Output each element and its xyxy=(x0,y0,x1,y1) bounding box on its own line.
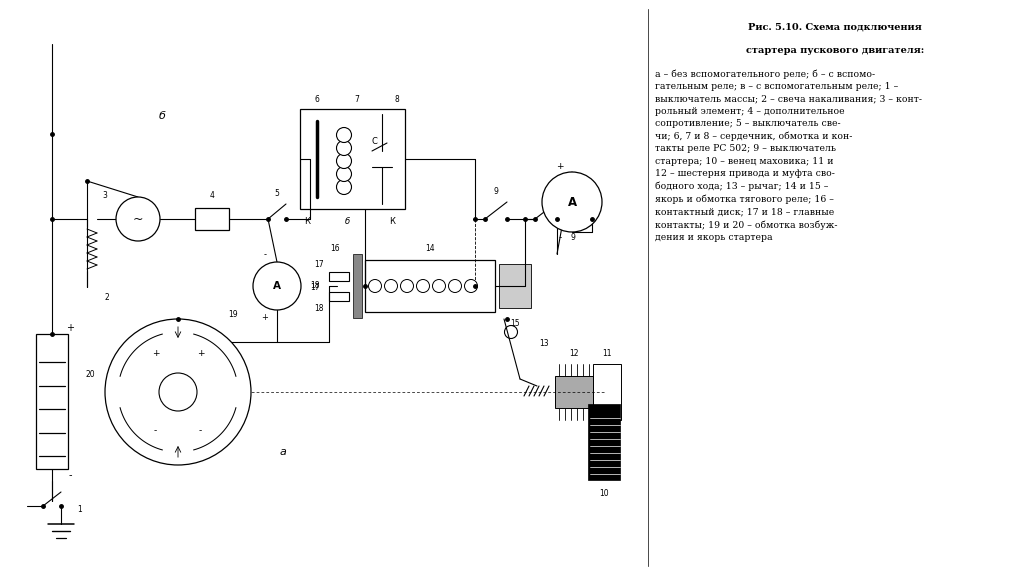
Text: 18: 18 xyxy=(310,281,319,289)
Text: Рис. 5.10. Схема подключения: Рис. 5.10. Схема подключения xyxy=(749,22,922,31)
Text: -: - xyxy=(263,250,266,259)
Text: 5: 5 xyxy=(274,188,280,197)
Bar xyxy=(352,254,361,318)
Circle shape xyxy=(369,280,382,293)
Text: 3: 3 xyxy=(102,191,108,200)
Bar xyxy=(555,376,593,408)
Text: 8: 8 xyxy=(394,95,399,103)
Circle shape xyxy=(116,197,160,241)
Bar xyxy=(588,404,620,480)
Text: 20: 20 xyxy=(85,370,95,379)
Text: 7: 7 xyxy=(354,95,359,103)
Text: 6: 6 xyxy=(314,95,319,103)
Text: 13: 13 xyxy=(540,339,549,348)
Text: +: + xyxy=(66,323,74,333)
Bar xyxy=(499,264,531,308)
Text: -: - xyxy=(154,426,157,436)
Bar xyxy=(329,292,349,301)
Text: 19: 19 xyxy=(228,309,238,319)
Circle shape xyxy=(253,262,301,310)
Bar xyxy=(329,272,349,281)
Text: 17: 17 xyxy=(310,282,319,292)
Circle shape xyxy=(337,180,351,195)
Circle shape xyxy=(465,280,477,293)
Text: +: + xyxy=(197,348,204,358)
Circle shape xyxy=(417,280,429,293)
Text: +: + xyxy=(152,348,160,358)
Circle shape xyxy=(105,319,251,465)
Circle shape xyxy=(337,127,351,142)
Circle shape xyxy=(400,280,414,293)
Text: А: А xyxy=(273,281,281,291)
Text: 14: 14 xyxy=(425,243,435,253)
Text: 9: 9 xyxy=(570,232,575,242)
Text: ~: ~ xyxy=(133,212,143,226)
Text: -: - xyxy=(69,470,72,480)
Bar xyxy=(593,364,621,420)
Bar xyxy=(299,109,404,209)
Circle shape xyxy=(432,280,445,293)
Text: 15: 15 xyxy=(510,320,520,328)
Text: 18: 18 xyxy=(314,304,324,312)
Bar xyxy=(365,260,495,312)
Text: К: К xyxy=(389,216,395,226)
Text: 10: 10 xyxy=(599,490,609,498)
Text: +: + xyxy=(261,312,268,321)
Circle shape xyxy=(337,166,351,181)
Text: +: + xyxy=(556,161,564,170)
Text: стартера пускового двигателя:: стартера пускового двигателя: xyxy=(745,46,924,55)
Text: -: - xyxy=(199,426,202,436)
Text: 16: 16 xyxy=(330,243,340,253)
Bar xyxy=(36,334,68,469)
Text: C: C xyxy=(371,137,377,145)
Text: -: - xyxy=(558,234,561,242)
Circle shape xyxy=(337,141,351,156)
Text: б: б xyxy=(159,111,166,121)
Circle shape xyxy=(449,280,462,293)
Text: 4: 4 xyxy=(210,191,214,200)
Text: А: А xyxy=(567,196,577,208)
Text: а – без вспомогательного реле; б – с вспомо-
гательным реле; в – с вспомогательн: а – без вспомогательного реле; б – с всп… xyxy=(655,69,922,242)
Circle shape xyxy=(384,280,397,293)
Text: 9: 9 xyxy=(494,187,499,196)
Text: а: а xyxy=(280,447,287,457)
Circle shape xyxy=(159,373,197,411)
Bar xyxy=(195,208,229,230)
Text: 11: 11 xyxy=(602,350,611,359)
Text: 17: 17 xyxy=(314,259,324,269)
Text: К: К xyxy=(304,216,310,226)
Text: б: б xyxy=(344,216,349,226)
Text: 1: 1 xyxy=(78,506,82,514)
Text: 2: 2 xyxy=(104,293,110,301)
Text: 12: 12 xyxy=(569,350,579,359)
Circle shape xyxy=(337,153,351,169)
Circle shape xyxy=(542,172,602,232)
